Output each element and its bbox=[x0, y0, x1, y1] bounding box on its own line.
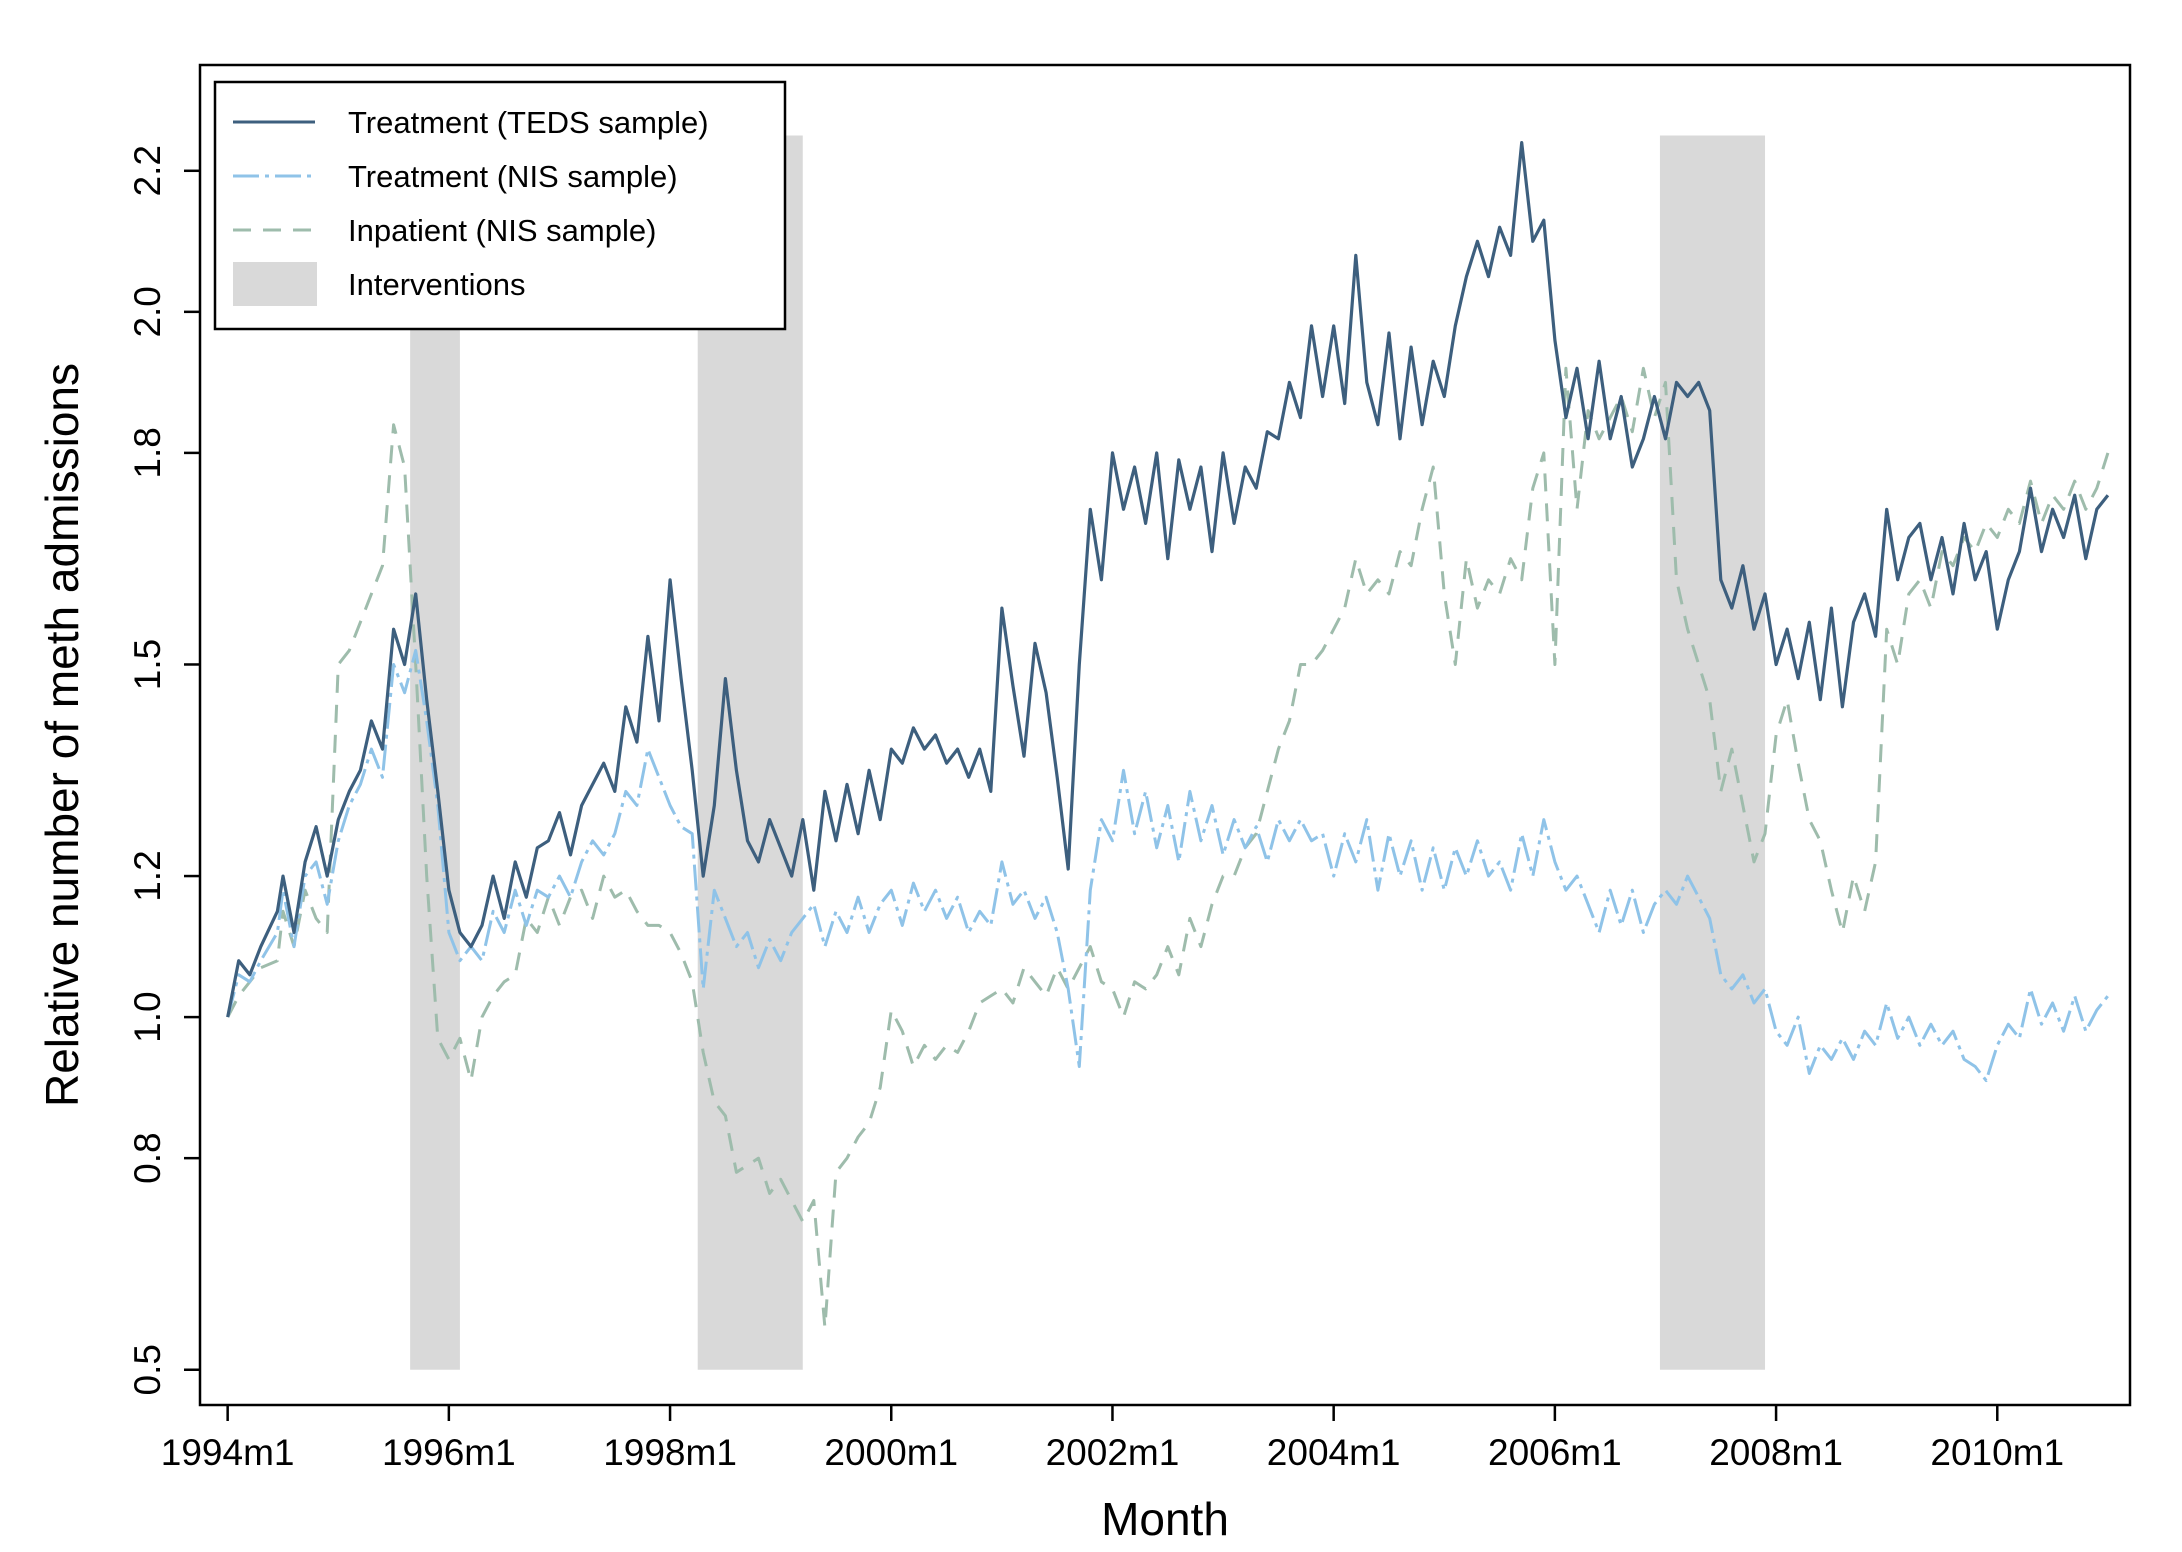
x-axis: 1994m1 1996m1 1998m1 2000m1 2002m1 2004m1 2006… bbox=[161, 1405, 2064, 1473]
y-tick-label: 0.8 bbox=[127, 1132, 168, 1183]
legend-swatch-box bbox=[233, 262, 317, 306]
legend: Treatment (TEDS sample) Treatment (NIS sa… bbox=[213, 80, 787, 331]
intervention-band-3 bbox=[1659, 135, 1766, 1370]
legend-label: Inpatient (NIS sample) bbox=[348, 213, 656, 248]
intervention-band-1 bbox=[410, 135, 460, 1370]
y-tick-label: 1.8 bbox=[127, 427, 168, 478]
x-tick-label: 2010m1 bbox=[1930, 1432, 2064, 1473]
series-lines bbox=[226, 141, 2110, 1329]
y-axis-title: Relative number of meth admissions bbox=[36, 363, 88, 1107]
intervention-bands bbox=[410, 135, 1766, 1370]
y-tick-label: 1.5 bbox=[127, 639, 168, 690]
legend-label: Treatment (NIS sample) bbox=[348, 159, 678, 194]
x-tick-label: 2006m1 bbox=[1488, 1432, 1622, 1473]
x-tick-label: 1994m1 bbox=[161, 1432, 295, 1473]
x-tick-label: 1996m1 bbox=[382, 1432, 516, 1473]
y-tick-label: 1.2 bbox=[127, 850, 168, 901]
intervention-band-2 bbox=[697, 135, 803, 1370]
x-tick-label: 1998m1 bbox=[603, 1432, 737, 1473]
y-tick-label: 2.2 bbox=[127, 145, 168, 196]
plot-frame bbox=[198, 63, 2132, 1407]
x-tick-label: 2002m1 bbox=[1046, 1432, 1180, 1473]
x-tick-label: 2008m1 bbox=[1709, 1432, 1843, 1473]
y-axis: 0.5 0.8 1.0 1.2 1.5 1.8 2.0 2.2 bbox=[127, 145, 200, 1395]
y-tick-label: 2.0 bbox=[127, 286, 168, 337]
x-tick-label: 2004m1 bbox=[1267, 1432, 1401, 1473]
series-line-2 bbox=[226, 648, 2110, 1083]
legend-label: Interventions bbox=[348, 267, 526, 302]
y-tick-label: 0.5 bbox=[127, 1344, 168, 1395]
series-line-3 bbox=[226, 366, 2110, 1329]
legend-label: Treatment (TEDS sample) bbox=[348, 105, 709, 140]
x-axis-title: Month bbox=[1101, 1493, 1229, 1545]
y-tick-label: 1.0 bbox=[127, 991, 168, 1042]
x-tick-label: 2000m1 bbox=[824, 1432, 958, 1473]
series-line-1 bbox=[226, 141, 2110, 1018]
